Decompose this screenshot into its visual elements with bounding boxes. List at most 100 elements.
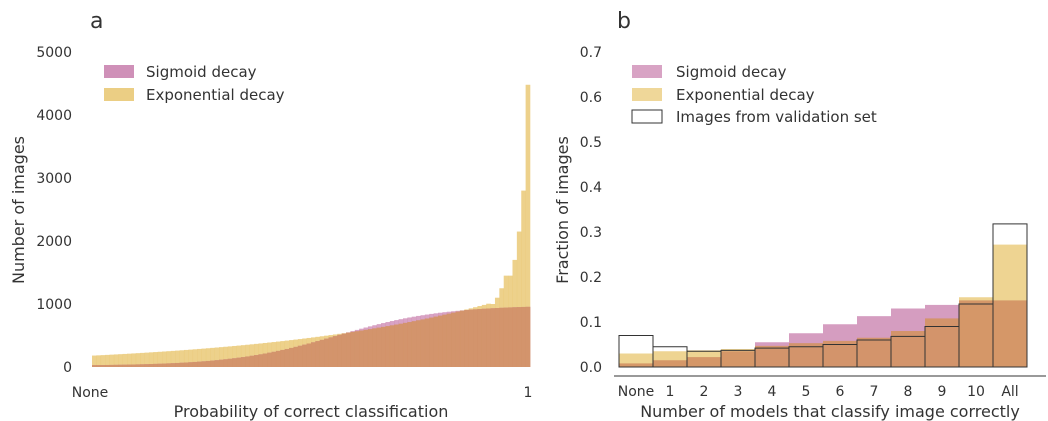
panel-a-overlap-bar <box>249 355 255 367</box>
panel-b-y-tick-label: 0.3 <box>580 225 602 241</box>
panel-a-overlap-bar <box>394 324 399 367</box>
panel-a-overlap-bar <box>188 362 194 367</box>
panel-a-overlap-bar <box>254 355 259 367</box>
panel-a-y-axis-label: Number of images <box>9 136 28 284</box>
panel-b-y-tick-label: 0.5 <box>580 135 602 151</box>
panel-a-legend-sigmoid: Sigmoid decay <box>146 63 257 81</box>
panel-b-x-tick-label: 4 <box>768 384 777 400</box>
panel-a-overlap-bar <box>494 308 500 367</box>
panel-a-exponential-bar <box>166 351 172 367</box>
panel-b-y-ticks: 0.0 0.1 0.2 0.3 0.4 0.5 0.6 0.7 <box>580 45 602 376</box>
panel-b-x-tick-label: None <box>618 384 655 400</box>
panel-b-overlap-bar <box>959 300 993 367</box>
panel-b-y-tick-label: 0.4 <box>580 180 602 196</box>
panel-b-label: b <box>617 9 631 34</box>
panel-a-overlap-bar <box>442 314 448 367</box>
panel-a-chart: a 0 1000 2000 3000 4000 5000 None 1 Probabili… <box>9 9 532 421</box>
panel-a-exponential-bar <box>201 348 207 367</box>
panel-a-overlap-bar <box>332 336 338 367</box>
panel-a-overlap-bar <box>521 306 526 367</box>
panel-a-exponential-bar <box>100 355 106 367</box>
panel-b-y-axis-label: Fraction of images <box>553 136 572 284</box>
panel-a-overlap-bar <box>210 360 215 367</box>
panel-a-overlap-bar <box>140 364 145 367</box>
panel-a-overlap-bar <box>289 347 294 367</box>
panel-b-x-tick-label: 2 <box>700 384 709 400</box>
panel-a-overlap-bar <box>398 323 404 367</box>
panel-a-exponential-bar <box>113 354 119 367</box>
panel-a-overlap-bar <box>311 342 316 367</box>
panel-a-overlap-bar <box>302 344 307 367</box>
panel-a-overlap-bar <box>389 325 395 367</box>
panel-a-overlap-bar <box>192 361 198 367</box>
panel-a-overlap-bar <box>446 313 452 367</box>
panel-a-overlap-bar <box>275 350 281 367</box>
panel-a-x-axis-label: Probability of correct classification <box>174 402 449 421</box>
panel-a-overlap-bar <box>96 365 102 367</box>
panel-a-overlap-bar <box>179 362 185 367</box>
panel-a-overlap-bar <box>170 363 176 367</box>
panel-a-overlap-bar <box>324 338 329 367</box>
panel-a-overlap-bar <box>127 364 132 367</box>
panel-a-exponential-bar <box>183 349 189 367</box>
panel-a-overlap-bar <box>153 363 158 367</box>
panel-b-legend-swatch-validation <box>631 109 663 124</box>
panel-b-x-tick-label: 9 <box>938 384 947 400</box>
panel-a-overlap-bar <box>105 364 110 367</box>
panel-b-overlap-bar <box>891 331 925 367</box>
panel-a-overlap-bar <box>175 362 180 367</box>
panel-a-exponential-bar <box>92 355 97 367</box>
panel-a-legend: Sigmoid decay Exponential decay <box>104 63 285 104</box>
panel-a-exponential-bar <box>144 352 150 367</box>
panel-a-y-tick-label: 2000 <box>36 234 72 250</box>
panel-a-overlap-bar <box>92 365 97 367</box>
panel-a-overlap-bar <box>245 356 250 367</box>
panel-a-overlap-bar <box>367 329 373 367</box>
panel-a-exponential-bar <box>192 349 198 367</box>
panel-a-exponential-bar <box>219 347 224 367</box>
panel-b-legend-swatch-exponential <box>632 88 662 101</box>
panel-b-y-tick-label: 0.2 <box>580 270 602 286</box>
panel-a-exponential-bar <box>135 353 141 367</box>
panel-a-overlap-bar <box>381 326 386 367</box>
panel-a-exponential-bar <box>162 351 167 367</box>
panel-b-overlap-bar <box>993 300 1027 367</box>
panel-b-overlap-bar <box>619 363 653 367</box>
panel-a-overlap-bar <box>232 358 237 367</box>
panel-a-overlap-bar <box>433 316 439 367</box>
panel-a-overlap-bar <box>284 348 290 367</box>
panel-a-overlap-bar <box>162 363 167 367</box>
panel-a-overlap-bar <box>197 361 202 367</box>
panel-a-overlap-bar <box>148 364 154 367</box>
panel-a-overlap-bar <box>477 309 483 367</box>
panel-a-exponential-bar <box>249 344 255 367</box>
panel-a-overlap-bar <box>328 337 334 367</box>
panel-b-bars <box>618 223 1028 368</box>
panel-b-y-tick-label: 0.0 <box>580 360 602 376</box>
panel-a-exponential-bar <box>175 350 180 367</box>
panel-a-overlap-bar <box>297 345 303 367</box>
panel-a-overlap-bar <box>118 364 123 367</box>
panel-a-overlap-bar <box>420 319 426 367</box>
panel-a-overlap-bar <box>219 359 224 367</box>
panel-a-y-tick-label: 3000 <box>36 171 72 187</box>
panel-a-overlap-bar <box>525 306 531 367</box>
panel-a-overlap-bar <box>214 360 220 367</box>
panel-a-exponential-bar <box>197 348 202 367</box>
panel-a-exponential-bar <box>105 354 110 367</box>
panel-a-exponential-bar <box>214 347 220 367</box>
panel-a-overlap-bar <box>144 364 150 367</box>
panel-a-overlap-bar <box>438 315 443 367</box>
panel-a-overlap-bar <box>363 329 369 367</box>
panel-a-x-tick-one: 1 <box>524 385 533 401</box>
panel-a-overlap-bar <box>315 341 321 367</box>
panel-a-exponential-bar <box>516 231 522 367</box>
panel-b-y-tick-label: 0.1 <box>580 315 602 331</box>
panel-a-overlap-bar <box>280 349 286 367</box>
panel-b-overlap-bar <box>789 343 823 367</box>
panel-b-x-tick-label: 10 <box>967 384 985 400</box>
panel-a-overlap-bar <box>227 358 233 367</box>
panel-a-exponential-bar <box>223 346 229 367</box>
panel-a-exponential-bar <box>236 345 242 367</box>
